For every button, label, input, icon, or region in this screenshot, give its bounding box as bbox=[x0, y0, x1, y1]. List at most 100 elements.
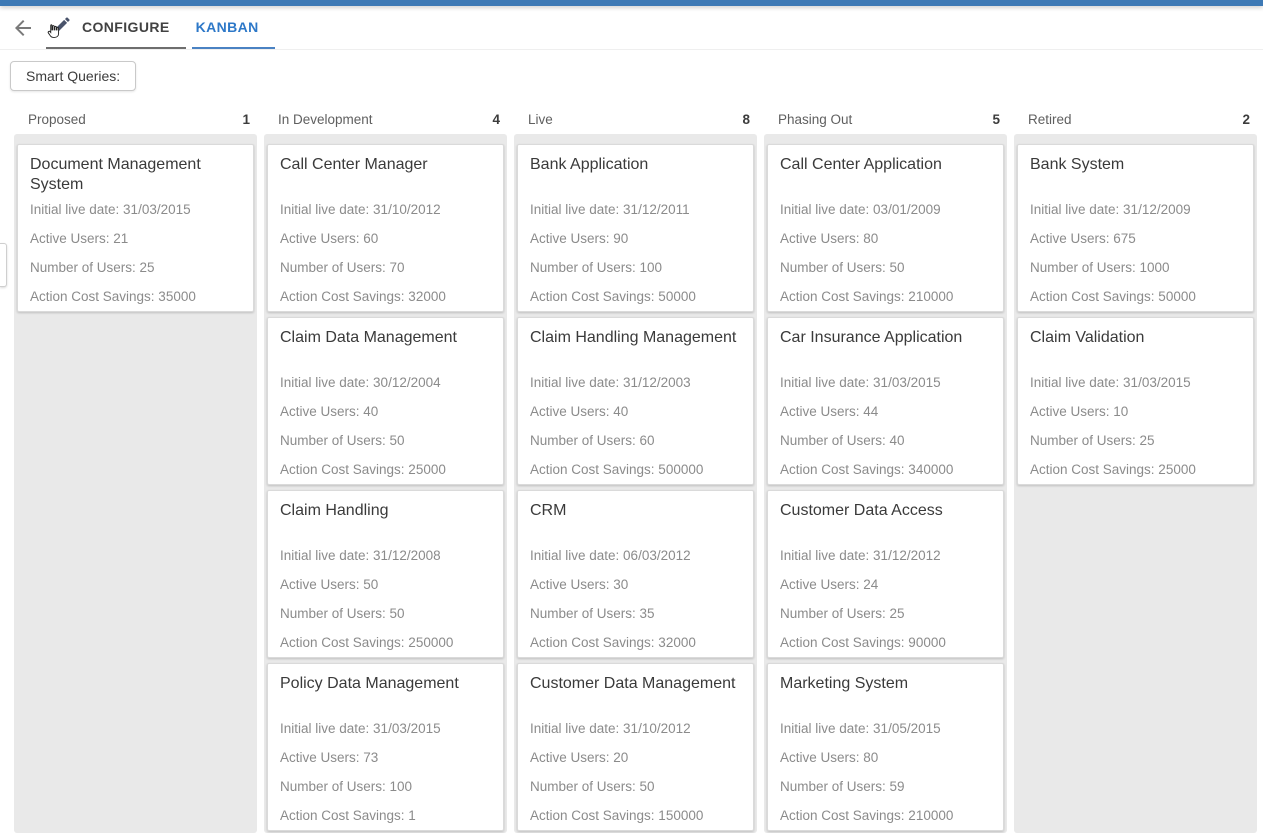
kanban-column-phasing-out: Phasing Out 5 Call Center Application Initi… bbox=[764, 108, 1007, 833]
card-field-row: Initial live date: 06/03/2012 bbox=[530, 548, 691, 563]
card-field-row: Action Cost Savings: 1 bbox=[280, 808, 416, 823]
card-field-row: Number of Users: 100 bbox=[280, 779, 413, 794]
tab-kanban-label: KANBAN bbox=[195, 18, 259, 35]
card-field-row: Active Users: 50 bbox=[280, 577, 379, 592]
column-body: Call Center Manager Initial live date: 31… bbox=[264, 134, 507, 833]
card-field-row: Number of Users: 50 bbox=[280, 433, 405, 448]
card-field-row: Number of Users: 70 bbox=[280, 260, 405, 275]
card-field-row: Active Users: 80 bbox=[780, 750, 879, 765]
kanban-card[interactable]: Customer Data Management Initial live dat… bbox=[517, 663, 754, 831]
card-field-row: Initial live date: 31/03/2015 bbox=[780, 375, 941, 390]
column-title: Retired bbox=[1028, 111, 1072, 127]
card-field-row: Number of Users: 50 bbox=[280, 606, 405, 621]
kanban-column-live: Live 8 Bank Application Initial live date: … bbox=[514, 108, 757, 833]
kanban-card[interactable]: Bank Application Initial live date: 31/12… bbox=[517, 144, 754, 312]
card-field-row: Initial live date: 31/03/2015 bbox=[1030, 375, 1191, 390]
kanban-card[interactable]: Claim Validation Initial live date: 31/03… bbox=[1017, 317, 1254, 485]
card-field-row: Action Cost Savings: 340000 bbox=[780, 462, 954, 477]
kanban-card[interactable]: Claim Data Management Initial live date: … bbox=[267, 317, 504, 485]
card-field-row: Action Cost Savings: 32000 bbox=[530, 635, 696, 650]
card-field-row: Initial live date: 31/10/2012 bbox=[280, 202, 441, 217]
card-field-row: Action Cost Savings: 25000 bbox=[280, 462, 446, 477]
card-title: Claim Handling bbox=[280, 502, 389, 519]
kanban-card[interactable]: Car Insurance Application Initial live da… bbox=[767, 317, 1004, 485]
card-field-row: Number of Users: 59 bbox=[780, 779, 905, 794]
card-field-row: Initial live date: 31/03/2015 bbox=[30, 202, 191, 217]
card-field-row: Action Cost Savings: 210000 bbox=[780, 289, 954, 304]
card-title: Marketing System bbox=[780, 675, 909, 692]
column-header: In Development 4 bbox=[264, 108, 507, 134]
card-field-row: Action Cost Savings: 50000 bbox=[1030, 289, 1196, 304]
card-title: Call Center Manager bbox=[280, 156, 428, 173]
kanban-card[interactable]: Bank System Initial live date: 31/12/2009… bbox=[1017, 144, 1254, 312]
card-title: Bank Application bbox=[530, 156, 649, 173]
tab-kanban[interactable]: KANBAN bbox=[191, 6, 275, 49]
toolbar: Smart Queries: bbox=[0, 50, 1263, 100]
top-accent-bar bbox=[0, 0, 1263, 6]
tab-configure-label: CONFIGURE bbox=[82, 18, 170, 35]
card-title: Customer Data Management bbox=[530, 675, 736, 692]
card-field-row: Action Cost Savings: 150000 bbox=[530, 808, 704, 823]
kanban-card[interactable]: Claim Handling Management Initial live da… bbox=[517, 317, 754, 485]
card-field-row: Number of Users: 25 bbox=[780, 606, 905, 621]
card-field-row: Action Cost Savings: 90000 bbox=[780, 635, 946, 650]
card-field-row: Number of Users: 60 bbox=[530, 433, 655, 448]
hand-cursor-icon bbox=[47, 23, 60, 38]
card-title: Claim Handling Management bbox=[530, 329, 737, 346]
kanban-card[interactable]: Call Center Application Initial live date… bbox=[767, 144, 1004, 312]
column-count: 1 bbox=[242, 111, 250, 127]
card-field-row: Initial live date: 30/12/2004 bbox=[280, 375, 441, 390]
kanban-card[interactable]: CRM Initial live date: 06/03/2012 Active U… bbox=[517, 490, 754, 658]
card-field-row: Initial live date: 31/12/2008 bbox=[280, 548, 441, 563]
kanban-card[interactable]: Policy Data Management Initial live date:… bbox=[267, 663, 504, 831]
card-field-row: Number of Users: 50 bbox=[530, 779, 655, 794]
kanban-card[interactable]: Document Management System Initial live d… bbox=[17, 144, 254, 312]
card-field-row: Initial live date: 31/03/2015 bbox=[280, 721, 441, 736]
card-field-row: Number of Users: 35 bbox=[530, 606, 655, 621]
column-body: Call Center Application Initial live date… bbox=[764, 134, 1007, 833]
tab-configure[interactable]: CONFIGURE bbox=[46, 6, 186, 49]
card-field-row: Initial live date: 31/12/2011 bbox=[530, 202, 690, 217]
card-title: Claim Validation bbox=[1030, 329, 1145, 346]
column-count: 5 bbox=[992, 111, 1000, 127]
column-title: In Development bbox=[278, 111, 373, 127]
card-title: Customer Data Access bbox=[780, 502, 943, 519]
card-title: Bank System bbox=[1030, 156, 1125, 173]
kanban-card[interactable]: Call Center Manager Initial live date: 31… bbox=[267, 144, 504, 312]
card-field-row: Initial live date: 31/12/2003 bbox=[530, 375, 691, 390]
column-body: Document Management System Initial live d… bbox=[14, 134, 257, 833]
card-field-row: Number of Users: 100 bbox=[530, 260, 663, 275]
edit-pencil-icon[interactable] bbox=[47, 15, 72, 39]
card-field-row: Active Users: 24 bbox=[780, 577, 879, 592]
kanban-card[interactable]: Marketing System Initial live date: 31/05… bbox=[767, 663, 1004, 831]
card-field-row: Action Cost Savings: 500000 bbox=[530, 462, 704, 477]
column-header: Proposed 1 bbox=[14, 108, 257, 134]
column-body: Bank Application Initial live date: 31/12… bbox=[514, 134, 757, 833]
card-title: CRM bbox=[530, 502, 567, 519]
column-body: Bank System Initial live date: 31/12/2009… bbox=[1014, 134, 1257, 833]
column-title: Proposed bbox=[28, 111, 86, 127]
card-field-row: Active Users: 10 bbox=[1030, 404, 1129, 419]
card-title: Document Management System bbox=[30, 156, 201, 193]
card-field-row: Action Cost Savings: 50000 bbox=[530, 289, 696, 304]
column-count: 8 bbox=[742, 111, 750, 127]
kanban-card[interactable]: Claim Handling Initial live date: 31/12/2… bbox=[267, 490, 504, 658]
card-field-row: Action Cost Savings: 250000 bbox=[280, 635, 454, 650]
smart-queries-button[interactable]: Smart Queries: bbox=[10, 61, 137, 91]
card-field-row: Active Users: 60 bbox=[280, 231, 379, 246]
column-title: Phasing Out bbox=[778, 111, 853, 127]
card-field-row: Active Users: 40 bbox=[530, 404, 629, 419]
kanban-board: Proposed 1 Document Management System Initi… bbox=[0, 100, 1263, 833]
header-bar: CONFIGURE KANBAN bbox=[0, 6, 1263, 50]
card-field-row: Active Users: 90 bbox=[530, 231, 629, 246]
card-field-row: Number of Users: 25 bbox=[30, 260, 155, 275]
card-title: Car Insurance Application bbox=[780, 329, 963, 346]
arrow-left-icon bbox=[15, 19, 31, 36]
kanban-card[interactable]: Customer Data Access Initial live date: 3… bbox=[767, 490, 1004, 658]
card-field-row: Active Users: 40 bbox=[280, 404, 379, 419]
card-field-row: Number of Users: 40 bbox=[780, 433, 905, 448]
card-title: Claim Data Management bbox=[280, 329, 457, 346]
card-field-row: Number of Users: 25 bbox=[1030, 433, 1155, 448]
column-count: 2 bbox=[1242, 111, 1250, 127]
back-button[interactable] bbox=[0, 6, 46, 49]
